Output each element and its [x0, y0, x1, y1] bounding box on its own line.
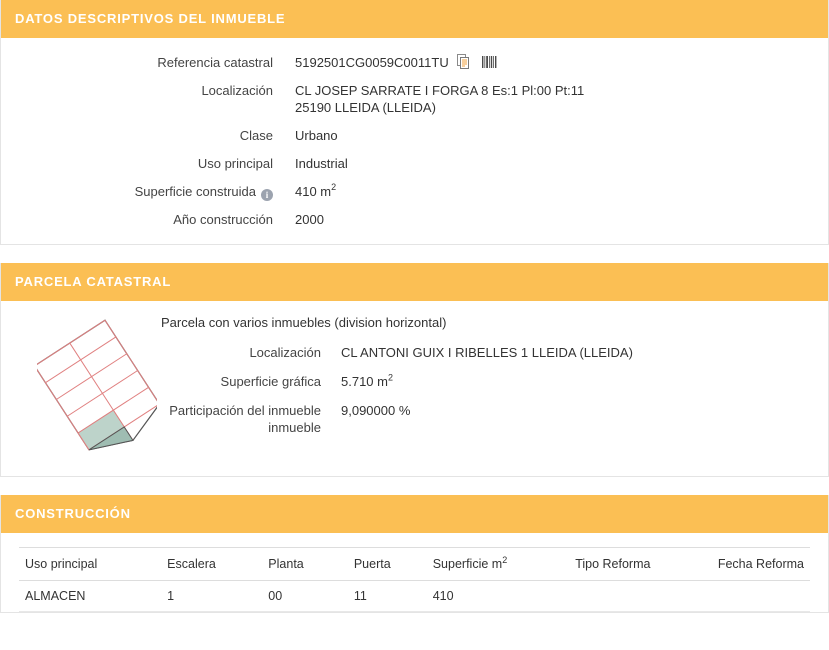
- construccion-table-wrap: Uso principal Escalera Planta Puerta Sup…: [1, 533, 828, 613]
- field-label-uso-principal: Uso principal: [197, 156, 273, 171]
- field-localizacion-inmueble: Localización CL JOSEP SARRATE I FORGA 8 …: [1, 82, 828, 116]
- localizacion-inmueble-line1: CL JOSEP SARRATE I FORGA 8 Es:1 Pl:00 Pt…: [295, 83, 585, 98]
- field-referencia-catastral: Referencia catastral 5192501CG0059C0011T…: [1, 54, 828, 71]
- localizacion-inmueble-line2: 25190 LLEIDA (LLEIDA): [295, 100, 436, 115]
- field-label-superficie-construida: Superficie construida i: [1, 183, 273, 201]
- column-header-superficie-exponent: 2: [502, 555, 508, 565]
- field-value-localizacion-inmueble: CL JOSEP SARRATE I FORGA 8 Es:1 Pl:00 Pt…: [273, 82, 725, 116]
- field-label-participacion-inmueble: Participación del inmueble inmueble: [161, 402, 321, 436]
- superficie-construida-label-text: Superficie construida: [134, 184, 256, 199]
- field-value-localizacion-parcela: CL ANTONI GUIX I RIBELLES 1 LLEIDA (LLEI…: [321, 344, 633, 361]
- superficie-construida-unit-exponent: 2: [331, 182, 337, 192]
- column-header-superficie: Superficie m2: [426, 546, 570, 582]
- field-value-participacion-inmueble: 9,090000 %: [341, 403, 411, 418]
- construccion-table: Uso principal Escalera Planta Puerta Sup…: [19, 546, 810, 613]
- field-value-superficie-grafica: 5.710 m2: [321, 373, 393, 390]
- panel-header-datos-inmueble: DATOS DESCRIPTIVOS DEL INMUEBLE: [1, 0, 828, 38]
- table-header-row: Uso principal Escalera Planta Puerta Sup…: [19, 546, 810, 582]
- panel-parcela-catastral: PARCELA CATASTRAL: [0, 263, 829, 477]
- cell-planta: 00: [262, 580, 348, 613]
- column-header-planta: Planta: [262, 546, 348, 582]
- superficie-grafica-value: 5.710 m: [341, 374, 388, 389]
- column-header-uso-principal: Uso principal: [19, 546, 162, 582]
- cell-escalera: 1: [161, 580, 263, 613]
- field-label-ano-construccion: Año construcción: [173, 212, 273, 227]
- field-value-clase: Urbano: [295, 128, 338, 143]
- field-participacion-inmueble: Participación del inmueble inmueble 9,09…: [161, 402, 828, 436]
- panel-body-datos-inmueble: Referencia catastral 5192501CG0059C0011T…: [1, 38, 828, 244]
- barcode-icon[interactable]: [481, 55, 497, 69]
- referencia-catastral-icons: [456, 54, 497, 69]
- field-superficie-grafica: Superficie gráfica 5.710 m2: [161, 373, 828, 390]
- field-label-superficie-grafica: Superficie gráfica: [220, 374, 321, 389]
- panel-construccion: CONSTRUCCIÓN Uso principal Escalera Plan…: [0, 495, 829, 614]
- parcela-plot-sketch[interactable]: [1, 315, 161, 458]
- field-value-uso-principal: Industrial: [295, 156, 348, 171]
- section-gap-2: [0, 477, 829, 495]
- parcela-subtitle: Parcela con varios inmuebles (division h…: [161, 315, 447, 330]
- info-icon[interactable]: i: [261, 189, 273, 201]
- cell-puerta: 11: [347, 580, 427, 613]
- localizacion-parcela-line1: CL ANTONI GUIX I RIBELLES 1: [341, 345, 529, 360]
- cell-superficie: 410: [426, 580, 570, 613]
- column-header-superficie-text: Superficie m: [432, 557, 503, 572]
- participacion-label-line1: Participación del inmueble: [169, 403, 321, 418]
- panel-body-parcela-catastral: Parcela con varios inmuebles (division h…: [1, 301, 828, 476]
- field-localizacion-parcela: Localización CL ANTONI GUIX I RIBELLES 1…: [161, 344, 828, 361]
- participacion-label-line2: inmueble: [268, 420, 321, 435]
- panel-header-parcela-catastral: PARCELA CATASTRAL: [1, 263, 828, 301]
- field-value-ano-construccion: 2000: [295, 212, 324, 227]
- referencia-catastral-value: 5192501CG0059C0011TU: [295, 55, 449, 70]
- panel-header-construccion: CONSTRUCCIÓN: [1, 495, 828, 533]
- field-uso-principal: Uso principal Industrial: [1, 155, 828, 172]
- construccion-table-body: ALMACEN 1 00 11 410: [19, 580, 810, 613]
- field-label-localizacion-inmueble: Localización: [201, 83, 273, 98]
- field-clase: Clase Urbano: [1, 127, 828, 144]
- field-value-referencia-catastral: 5192501CG0059C0011TU: [273, 54, 497, 71]
- field-label-referencia-catastral: Referencia catastral: [157, 55, 273, 70]
- field-label-localizacion-parcela: Localización: [249, 345, 321, 360]
- cell-uso-principal: ALMACEN: [19, 580, 162, 613]
- panel-datos-inmueble: DATOS DESCRIPTIVOS DEL INMUEBLE Referenc…: [0, 0, 829, 245]
- construccion-table-head: Uso principal Escalera Planta Puerta Sup…: [19, 546, 810, 582]
- parcela-fields: Parcela con varios inmuebles (division h…: [161, 315, 828, 458]
- field-ano-construccion: Año construcción 2000: [1, 211, 828, 228]
- column-header-tipo-reforma: Tipo Reforma: [569, 546, 712, 582]
- superficie-construida-value: 410 m: [295, 184, 332, 199]
- cell-fecha-reforma: [711, 580, 810, 613]
- column-header-puerta: Puerta: [347, 546, 427, 582]
- field-label-clase: Clase: [239, 128, 273, 143]
- localizacion-parcela-line2: LLEIDA (LLEIDA): [531, 345, 633, 360]
- document-copy-icon[interactable]: [456, 54, 470, 69]
- table-row: ALMACEN 1 00 11 410: [19, 580, 810, 613]
- cell-tipo-reforma: [569, 580, 712, 613]
- column-header-escalera: Escalera: [161, 546, 263, 582]
- column-header-fecha-reforma: Fecha Reforma: [711, 546, 810, 582]
- superficie-grafica-unit-exponent: 2: [387, 372, 393, 383]
- section-gap-1: [0, 245, 829, 263]
